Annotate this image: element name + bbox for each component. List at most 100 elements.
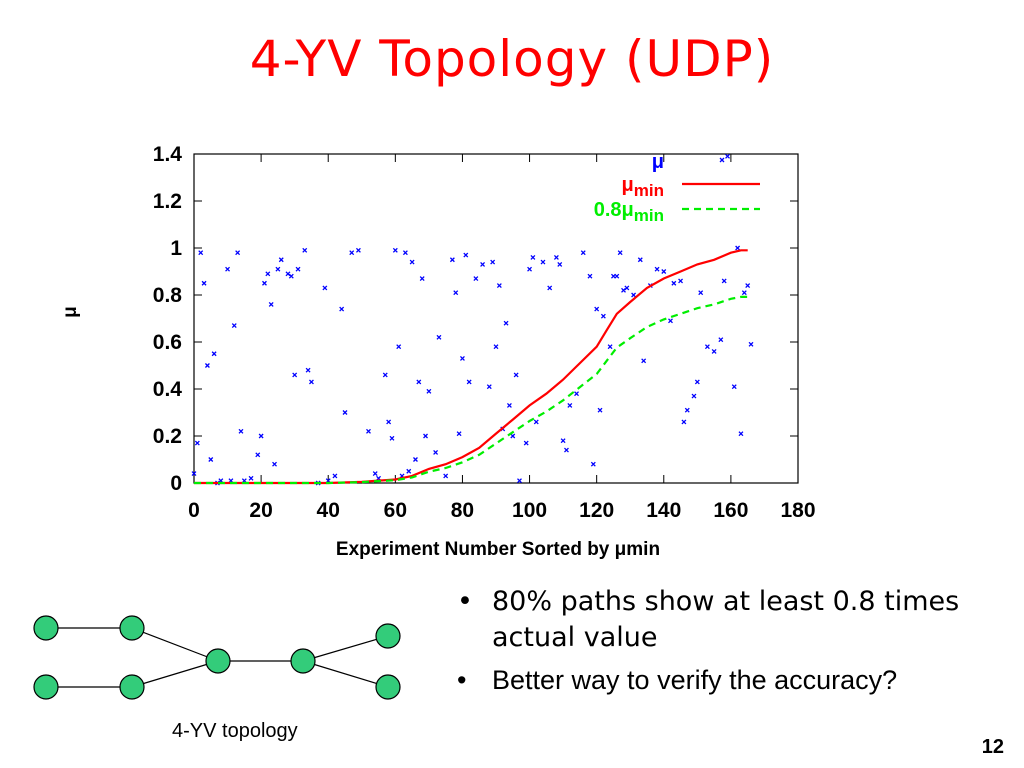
mu-point <box>225 266 231 272</box>
mu-chart: 0 20 40 60 80 100 120 140 160 180 0 0.2 0.4 0.6 0.8 1 1… <box>60 143 816 560</box>
mu-point <box>661 269 667 274</box>
mu-point <box>486 384 492 390</box>
x-tick-label: 180 <box>780 499 815 522</box>
mu-point <box>308 379 314 385</box>
mu-point <box>631 292 637 298</box>
mu-point <box>402 250 408 256</box>
mu-point <box>248 475 254 481</box>
mu-point <box>349 250 355 256</box>
mu-point <box>278 257 284 263</box>
bullet-text: Better way to verify the accuracy? <box>492 665 898 695</box>
y-tick-label: 0.4 <box>153 378 183 401</box>
mu-point <box>533 419 539 425</box>
bullet-dot-icon: • <box>457 665 467 695</box>
mu-point <box>211 351 217 357</box>
mu-point <box>731 384 737 390</box>
mu-point <box>473 276 479 282</box>
mu-point <box>255 452 261 458</box>
y-tick-label: 1.2 <box>153 190 182 213</box>
mu-point <box>745 283 751 289</box>
mu-point <box>590 461 596 467</box>
mu-point <box>449 257 455 263</box>
mu-point <box>684 407 690 413</box>
mu-point <box>725 153 730 159</box>
mu-point <box>506 402 512 408</box>
mu-point <box>641 358 647 364</box>
mu-point <box>741 290 747 296</box>
bullet-item: • 80% paths show at least 0.8 times actua… <box>452 584 1017 656</box>
mu-point <box>366 428 371 434</box>
mu-point <box>423 433 428 439</box>
mu-point <box>409 259 415 265</box>
mu-point <box>198 250 204 256</box>
mu-point <box>523 440 529 446</box>
mu-point <box>419 276 425 282</box>
mu-point <box>372 471 378 477</box>
mu-point <box>416 379 422 385</box>
mu-point <box>694 379 700 385</box>
mu-point <box>496 283 502 289</box>
mu-point <box>527 266 533 272</box>
legend-marker <box>719 157 725 163</box>
mu-point <box>503 320 509 326</box>
mu-point <box>265 271 271 277</box>
series-layer <box>191 153 754 486</box>
mu-point <box>614 273 620 279</box>
mu-point <box>463 252 469 258</box>
mu-point <box>392 247 398 253</box>
topology-link <box>302 635 389 662</box>
mu-point <box>624 285 630 291</box>
mu-point <box>748 341 754 347</box>
mu-point <box>386 419 392 425</box>
mu-point <box>607 344 613 350</box>
mu-point <box>547 285 553 291</box>
mu-min-08-line <box>194 295 748 485</box>
y-tick-label: 0.8 <box>153 284 183 307</box>
axis-ticks <box>193 153 799 484</box>
mu-point <box>597 407 603 413</box>
mu-point <box>718 337 724 343</box>
y-tick-label: 1 <box>170 237 182 260</box>
mu-point <box>510 433 516 439</box>
mu-point <box>540 259 546 265</box>
mu-point <box>235 250 241 256</box>
mu-point <box>322 285 328 291</box>
mu-point <box>600 313 606 319</box>
legend-label: μ <box>652 151 664 173</box>
topology-caption: 4-YV topology <box>172 720 298 742</box>
mu-point <box>443 473 449 479</box>
y-tick-label: 0.6 <box>153 331 182 354</box>
mu-point <box>574 391 579 397</box>
mu-point <box>194 440 200 446</box>
x-tick-label: 40 <box>317 499 340 522</box>
mu-point <box>587 273 593 279</box>
mu-point <box>735 245 741 251</box>
mu-point <box>258 433 264 439</box>
x-axis-label: Experiment Number Sorted by μmin <box>336 539 660 560</box>
mu-point <box>580 250 586 256</box>
mu-point <box>594 306 600 312</box>
mu-point <box>238 428 244 434</box>
y-axis-label: μ <box>60 306 81 318</box>
mu-min-line <box>194 249 748 485</box>
mu-point <box>530 254 536 260</box>
mu-point <box>204 363 210 368</box>
mu-point <box>490 259 496 265</box>
y-tick-label: 1.4 <box>153 143 183 166</box>
mu-point <box>208 457 214 462</box>
x-tick-label: 100 <box>512 499 547 522</box>
slide-title: 4-YV Topology (UDP) <box>249 30 775 88</box>
mu-point <box>305 367 311 373</box>
mu-point <box>466 379 472 385</box>
mu-point <box>332 473 338 479</box>
bullet-dot-icon: • <box>457 586 473 617</box>
mu-point <box>564 447 569 453</box>
mu-point <box>201 280 207 286</box>
mu-point <box>513 372 519 378</box>
plot-frame <box>193 153 799 484</box>
y-tick-labels: 0 0.2 0.4 0.6 0.8 1 1.2 1.4 <box>153 143 183 495</box>
x-tick-label: 0 <box>188 499 200 522</box>
mu-points <box>191 153 754 486</box>
mu-point <box>637 257 643 263</box>
